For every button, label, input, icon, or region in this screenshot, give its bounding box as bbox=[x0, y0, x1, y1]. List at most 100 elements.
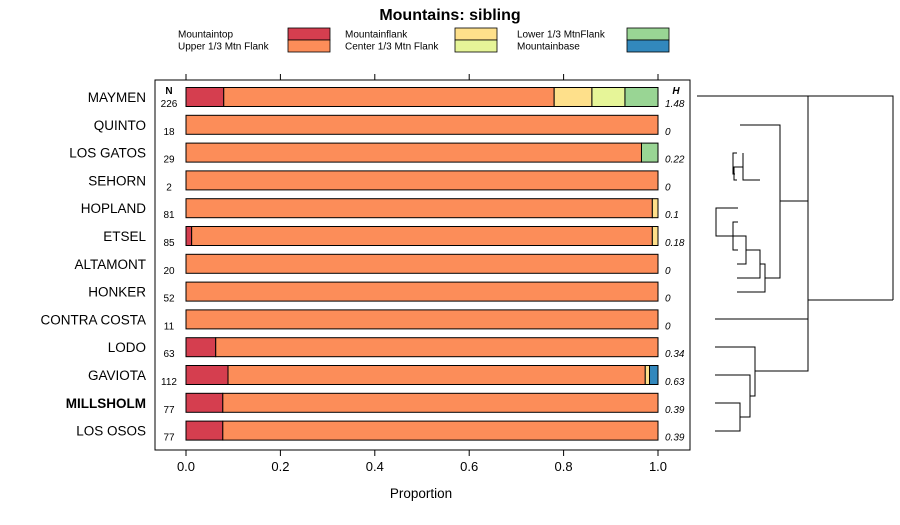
dendro-branch bbox=[808, 96, 893, 300]
row-h-value: 0 bbox=[665, 294, 671, 305]
bar-row: GAVIOTA 112 0.63 bbox=[88, 366, 685, 389]
bar-segment-mountaintop bbox=[186, 227, 192, 246]
row-n-value: 77 bbox=[163, 405, 175, 416]
top-ticks bbox=[186, 74, 658, 80]
x-axis-label: Proportion bbox=[390, 486, 452, 501]
bar-row: QUINTO 18 0 bbox=[94, 115, 671, 138]
row-n-value: 2 bbox=[166, 182, 172, 193]
bar-segment-mountaintop bbox=[186, 393, 223, 412]
bar-segment-upper bbox=[223, 421, 658, 440]
bar-segment-upper bbox=[186, 115, 658, 134]
row-h-value: 0.39 bbox=[665, 405, 685, 416]
bar-segment-upper bbox=[186, 310, 658, 329]
row-h-value: 0.1 bbox=[665, 210, 679, 221]
dendro-branch bbox=[743, 153, 760, 180]
row-h-value: 1.48 bbox=[665, 99, 685, 110]
bar-segment-mountainflank bbox=[652, 227, 658, 246]
legend-label: Mountainflank bbox=[345, 30, 408, 41]
legend-swatch-mountaintop bbox=[288, 28, 330, 40]
row-n-value: 63 bbox=[163, 349, 175, 360]
row-label: QUINTO bbox=[94, 118, 146, 133]
dendro-branch bbox=[715, 403, 740, 431]
bar-row: LODO 63 0.34 bbox=[108, 338, 685, 361]
row-h-value: 0 bbox=[665, 127, 671, 138]
legend-label: Mountaintop bbox=[178, 30, 233, 41]
legend-label: Upper 1/3 Mtn Flank bbox=[178, 42, 270, 53]
bar-segment-upper bbox=[223, 393, 658, 412]
x-tick-label: 0.8 bbox=[555, 459, 573, 474]
legend-swatch-lower bbox=[627, 28, 669, 40]
bar-segment-mountainbase bbox=[650, 366, 658, 385]
row-h-value: 0 bbox=[665, 321, 671, 332]
legend-swatch-upper bbox=[288, 40, 330, 52]
row-h-value: 0.22 bbox=[665, 155, 685, 166]
row-n-value: 81 bbox=[163, 210, 175, 221]
row-label: GAVIOTA bbox=[88, 368, 146, 383]
bar-segment-mountainflank bbox=[645, 366, 649, 385]
x-axis: 0.0 0.2 0.4 0.6 0.8 1.0 bbox=[177, 450, 667, 474]
dendro-branch bbox=[715, 347, 755, 396]
row-n-value: 20 bbox=[163, 266, 175, 277]
row-n-value: 52 bbox=[163, 294, 175, 305]
bar-segment-mountaintop bbox=[186, 366, 228, 385]
x-tick-label: 0.6 bbox=[460, 459, 478, 474]
bar-row: LOS OSOS 77 0.39 bbox=[76, 421, 685, 444]
row-label: HONKER bbox=[88, 285, 146, 300]
n-header: N bbox=[165, 86, 172, 97]
bar-row: LOS GATOS 29 0.22 bbox=[69, 143, 685, 166]
row-h-value: 0.39 bbox=[665, 433, 685, 444]
bar-row: HOPLAND 81 0.1 bbox=[81, 199, 679, 222]
row-n-value: 85 bbox=[163, 238, 175, 249]
bar-segment-upper bbox=[224, 88, 554, 107]
legend-label: Center 1/3 Mtn Flank bbox=[345, 42, 439, 53]
row-h-value: 0 bbox=[665, 266, 671, 277]
legend-label: Lower 1/3 MtnFlank bbox=[517, 30, 606, 41]
row-h-value: 0.63 bbox=[665, 377, 685, 388]
bar-segment-upper bbox=[186, 143, 641, 162]
bar-segment-lower bbox=[625, 88, 658, 107]
bar-segment-upper bbox=[192, 227, 653, 246]
row-label: MAYMEN bbox=[88, 90, 146, 105]
legend-label: Mountainbase bbox=[517, 42, 580, 53]
row-h-value: 0.34 bbox=[665, 349, 685, 360]
dendro-branch bbox=[697, 96, 808, 201]
bar-row: ALTAMONT 20 0 bbox=[74, 254, 671, 276]
chart-title: Mountains: sibling bbox=[379, 7, 520, 24]
legend-swatch-mountainbase bbox=[627, 40, 669, 52]
dendro-branch bbox=[755, 300, 893, 371]
bar-segment-upper bbox=[216, 338, 658, 357]
dendrogram bbox=[697, 96, 893, 431]
bar-segment-mountainflank bbox=[554, 88, 592, 107]
bar-segment-mountaintop bbox=[186, 421, 223, 440]
bar-segment-lower bbox=[641, 143, 658, 162]
row-label: SEHORN bbox=[88, 173, 146, 188]
x-tick-label: 0.0 bbox=[177, 459, 195, 474]
bar-row: SEHORN 2 0 bbox=[88, 171, 671, 194]
row-h-value: 0 bbox=[665, 182, 671, 193]
bar-segment-mountaintop bbox=[186, 88, 224, 107]
bar-segment-upper bbox=[186, 171, 658, 190]
row-n-value: 18 bbox=[163, 127, 175, 138]
row-n-value: 11 bbox=[164, 321, 175, 332]
bar-row: MAYMEN 226 1.48 bbox=[88, 88, 685, 111]
row-label: LOS GATOS bbox=[69, 146, 146, 161]
row-label: MILLSHOLM bbox=[66, 396, 146, 411]
legend-swatch-center bbox=[455, 40, 497, 52]
bar-segment-mountainflank bbox=[652, 199, 658, 218]
bar-segment-upper bbox=[186, 254, 658, 273]
chart: Mountains: sibling MountaintopUpper 1/3 … bbox=[0, 0, 900, 520]
bar-row: ETSEL 85 0.18 bbox=[103, 227, 685, 250]
bar-row: CONTRA COSTA 11 0 bbox=[40, 310, 671, 333]
bar-row: MILLSHOLM 77 0.39 bbox=[66, 393, 685, 416]
row-n-value: 112 bbox=[161, 377, 177, 388]
dendro-branch bbox=[715, 375, 750, 417]
bar-row: HONKER 52 0 bbox=[88, 282, 671, 305]
bar-segment-upper bbox=[228, 366, 645, 385]
row-label: ALTAMONT bbox=[74, 257, 146, 272]
row-n-value: 226 bbox=[161, 99, 178, 110]
x-tick-label: 1.0 bbox=[649, 459, 667, 474]
legend-swatch-mountainflank bbox=[455, 28, 497, 40]
bar-segment-upper bbox=[186, 199, 652, 218]
x-tick-label: 0.2 bbox=[271, 459, 289, 474]
row-n-value: 77 bbox=[163, 433, 175, 444]
